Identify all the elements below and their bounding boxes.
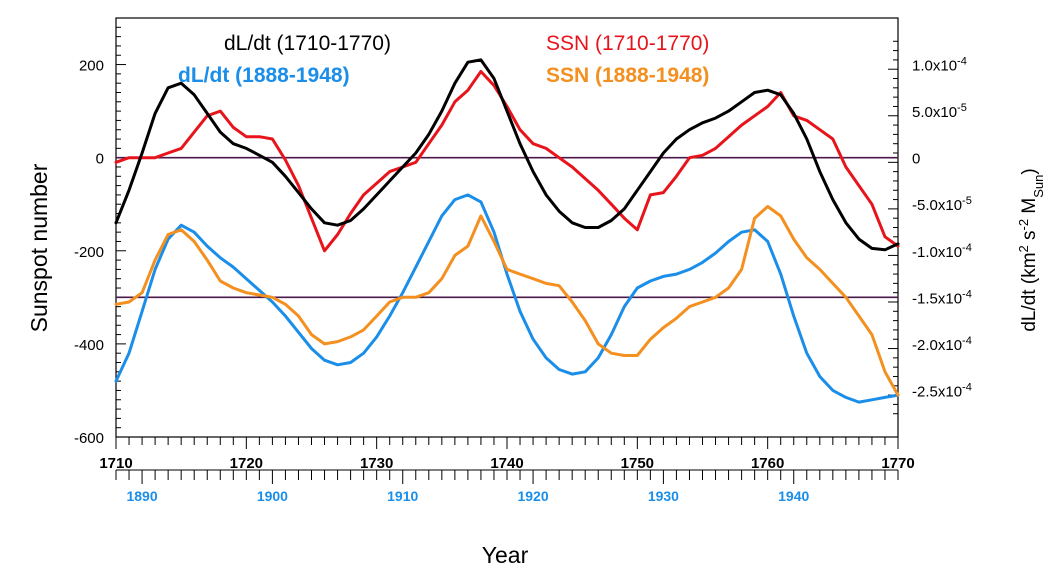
- right-tick-label: 1.0x10-4: [912, 56, 967, 75]
- right-tick-exponent: -4: [962, 335, 972, 347]
- left-tick-label: 0: [96, 151, 104, 168]
- right-y-title-main: dL/dt (km: [1019, 252, 1040, 331]
- right-y-title-sup1: 2: [1016, 245, 1031, 252]
- right-tick-exponent: -4: [957, 56, 967, 68]
- right-y-axis-title: dL/dt (km2 s-2 MSun): [1016, 168, 1046, 331]
- right-tick-mantissa: 0: [912, 151, 920, 168]
- top-x-tick-label: 1730: [360, 455, 393, 472]
- top-x-tick-label: 1760: [751, 455, 784, 472]
- right-tick-label: -2.0x10-4: [912, 335, 972, 354]
- left-tick-label: -400: [74, 337, 104, 354]
- right-tick-mantissa: 5.0x10: [912, 104, 957, 121]
- top-x-tick-label: 1770: [881, 455, 914, 472]
- reference-lines: [116, 156, 898, 299]
- right-tick-mantissa: -2.0x10: [912, 337, 962, 354]
- right-axis: 1.0x10-45.0x10-50-5.0x10-5-1.0x10-4-1.5x…: [888, 40, 972, 415]
- legend: dL/dt (1710-1770) SSN (1710-1770) dL/dt (1…: [178, 32, 709, 87]
- legend-entry: SSN (1888-1948): [546, 64, 709, 87]
- bottom-x-tick-label: 1930: [648, 488, 679, 504]
- left-axis: 200 0 -200 -400 -600: [74, 17, 126, 447]
- right-tick-mantissa: 1.0x10: [912, 58, 957, 75]
- right-tick-label: -2.5x10-4: [912, 381, 972, 400]
- bottom-x-axis: 1890 1900 1910 1920 1930 1940: [115, 469, 899, 504]
- top-x-tick-label: 1750: [621, 455, 654, 472]
- right-tick-exponent: -4: [962, 381, 972, 393]
- bottom-x-tick-label: 1890: [126, 488, 157, 504]
- series-lines: [114, 58, 900, 404]
- series-line-3: [114, 205, 900, 397]
- series-line-0: [114, 58, 900, 252]
- right-y-title-mid: s: [1019, 230, 1040, 245]
- right-tick-mantissa: -1.5x10: [912, 290, 962, 307]
- left-tick-label: -200: [74, 244, 104, 261]
- left-tick-label: 200: [79, 58, 104, 75]
- right-y-title-m: M: [1019, 198, 1040, 219]
- top-x-tick-label: 1720: [230, 455, 263, 472]
- right-tick-label: 0: [912, 151, 920, 168]
- right-tick-mantissa: -5.0x10: [912, 197, 962, 214]
- top-x-axis: 1710 1720 1730 1740 1750 1760 1770: [99, 437, 915, 472]
- bottom-x-tick-label: 1910: [387, 488, 418, 504]
- series-line-1: [114, 70, 900, 253]
- top-x-tick-label: 1710: [99, 455, 132, 472]
- right-tick-exponent: -5: [962, 195, 972, 207]
- right-tick-mantissa: -1.0x10: [912, 244, 962, 261]
- bottom-x-tick-label: 1940: [778, 488, 809, 504]
- legend-entry: SSN (1710-1770): [546, 32, 709, 55]
- right-tick-label: -5.0x10-5: [912, 195, 972, 214]
- right-tick-label: -1.5x10-4: [912, 288, 972, 307]
- x-axis-title: Year: [482, 542, 529, 568]
- right-tick-exponent: -4: [962, 242, 972, 254]
- right-tick-label: -1.0x10-4: [912, 242, 972, 261]
- right-tick-exponent: -4: [962, 288, 972, 300]
- left-tick-label: -600: [74, 430, 104, 447]
- right-tick-label: 5.0x10-5: [912, 102, 967, 121]
- left-y-axis-title: Sunspot number: [26, 163, 52, 332]
- right-y-title-sup2: -2: [1016, 219, 1031, 231]
- right-tick-exponent: -5: [957, 102, 967, 114]
- bottom-x-tick-label: 1900: [257, 488, 288, 504]
- right-tick-mantissa: -2.5x10: [912, 383, 962, 400]
- right-y-title-sub: Sun: [1031, 175, 1046, 198]
- top-x-tick-label: 1740: [490, 455, 523, 472]
- series-line-2: [114, 193, 900, 404]
- legend-entry: dL/dt (1888-1948): [178, 64, 350, 87]
- bottom-x-tick-label: 1920: [517, 488, 548, 504]
- right-y-title-close: ): [1019, 168, 1040, 174]
- legend-entry: dL/dt (1710-1770): [224, 32, 391, 55]
